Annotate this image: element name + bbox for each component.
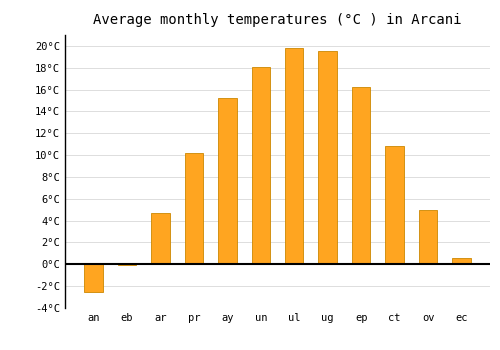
Bar	[318, 51, 337, 264]
Bar	[118, 264, 136, 265]
Title: Average monthly temperatures (°C ) in Arcani: Average monthly temperatures (°C ) in Ar…	[93, 13, 462, 27]
Bar	[84, 264, 102, 292]
Bar	[386, 146, 404, 264]
Bar	[352, 88, 370, 264]
Bar	[252, 66, 270, 264]
Bar	[184, 153, 203, 264]
Bar	[452, 258, 470, 264]
Bar	[285, 48, 304, 264]
Bar	[151, 213, 170, 264]
Bar	[419, 210, 437, 264]
Bar	[218, 98, 236, 264]
